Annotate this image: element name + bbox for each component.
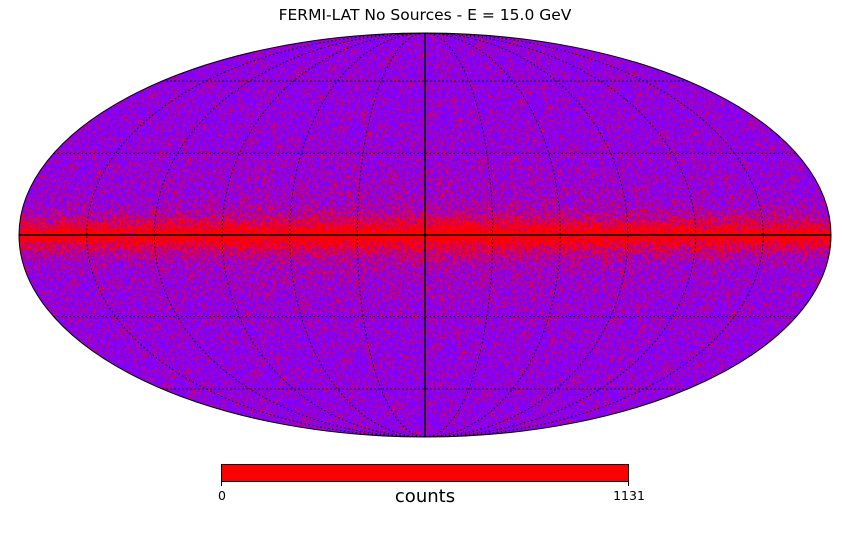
colorbar-min-label: 0 (218, 488, 226, 503)
meridian-line (424, 33, 764, 437)
map-outline (18, 32, 832, 438)
colorbar-tick-max (628, 482, 629, 486)
colorbar-fill (222, 465, 628, 481)
meridian-line (221, 33, 426, 437)
meridian-line (86, 33, 426, 437)
colorbar (221, 464, 629, 482)
chart-title: FERMI-LAT No Sources - E = 15.0 GeV (278, 6, 572, 24)
colorbar-tick-min (221, 482, 222, 486)
sky-map (18, 32, 832, 438)
colorbar-max-label: 1131 (613, 488, 645, 503)
meridian-line (424, 33, 629, 437)
colorbar-label: counts (394, 486, 456, 507)
